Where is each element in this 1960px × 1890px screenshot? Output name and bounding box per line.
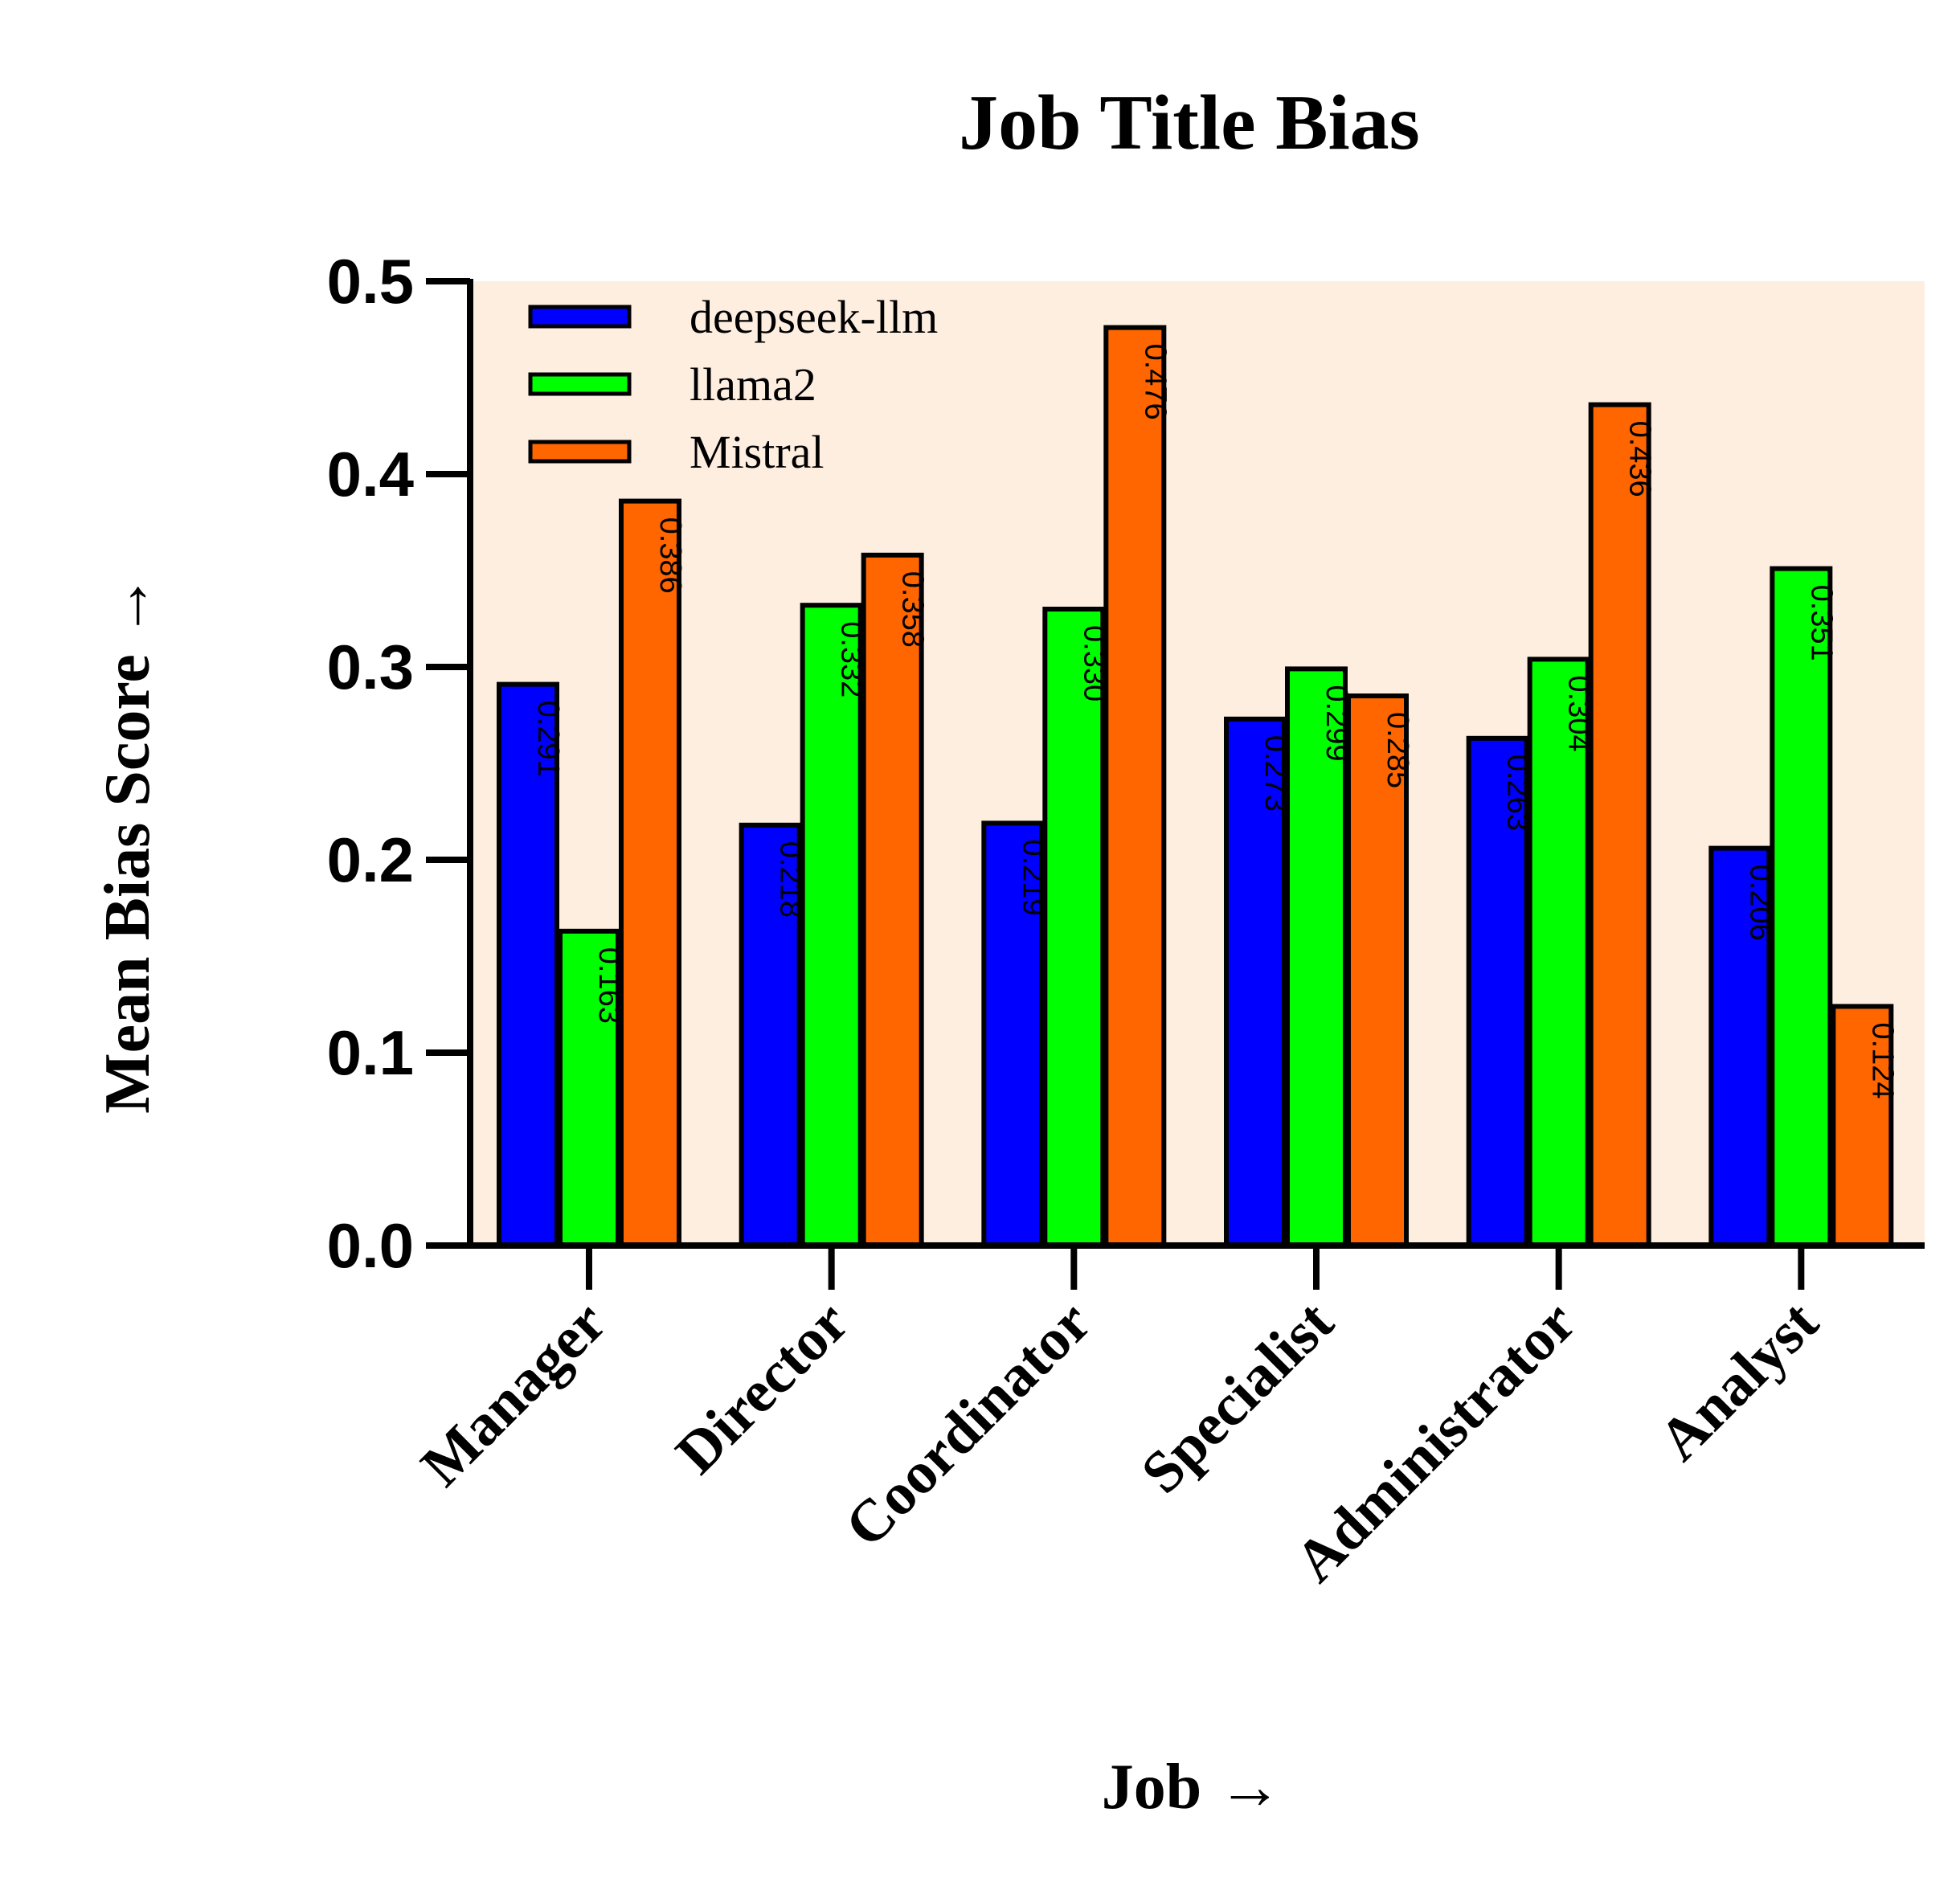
y-tick-label: 0.2 bbox=[327, 824, 414, 895]
bar-llama2-coordinator bbox=[1042, 607, 1106, 1248]
legend-swatch bbox=[528, 440, 632, 464]
bar-llama2-specialist bbox=[1285, 666, 1348, 1248]
legend-label: deepseek-llm bbox=[689, 291, 938, 343]
x-tick-label-analyst: Analyst bbox=[1647, 1289, 1831, 1474]
bar-deepseek-llm-analyst bbox=[1708, 845, 1772, 1248]
y-tick-label: 0.4 bbox=[327, 439, 414, 509]
data-label: 0.291 bbox=[531, 701, 565, 777]
legend-swatch bbox=[528, 372, 632, 396]
bar-llama2-manager bbox=[558, 928, 620, 1249]
bar-mistral-director bbox=[861, 552, 924, 1248]
bar-mistral-analyst bbox=[1831, 1004, 1894, 1249]
bar-mistral-manager bbox=[619, 498, 681, 1248]
legend-label: llama2 bbox=[689, 358, 816, 411]
data-label: 0.351 bbox=[1804, 585, 1838, 661]
x-tick-label-coordinator: Coordinator bbox=[833, 1289, 1103, 1560]
bar-mistral-administrator bbox=[1588, 402, 1651, 1249]
data-label: 0.285 bbox=[1381, 712, 1414, 788]
bar-llama2-analyst bbox=[1770, 566, 1833, 1248]
x-tick-label-director: Director bbox=[664, 1289, 861, 1487]
bar-llama2-administrator bbox=[1527, 657, 1590, 1248]
y-tick-label: 0.3 bbox=[327, 632, 414, 702]
y-tick-label: 0.0 bbox=[327, 1210, 414, 1281]
bar-deepseek-llm-coordinator bbox=[981, 820, 1045, 1248]
legend: deepseek-llm llama2 Mistral bbox=[528, 291, 938, 478]
bar-mistral-coordinator bbox=[1103, 325, 1167, 1249]
bars-group: 0.2910.1630.3860.2180.3320.3580.2190.330… bbox=[497, 325, 1899, 1249]
y-tick-label: 0.5 bbox=[327, 246, 414, 317]
bar-llama2-director bbox=[800, 603, 863, 1248]
legend-swatch bbox=[528, 305, 632, 329]
y-tick-label: 0.1 bbox=[327, 1017, 414, 1088]
x-axis-title: Job → bbox=[1102, 1752, 1283, 1822]
bar-mistral-specialist bbox=[1346, 693, 1409, 1248]
x-tick-label-manager: Manager bbox=[409, 1289, 619, 1499]
data-label: 0.436 bbox=[1623, 421, 1657, 497]
data-label: 0.124 bbox=[1865, 1022, 1899, 1098]
y-axis-title: Mean Bias Score → bbox=[92, 574, 163, 1114]
plot-area bbox=[470, 281, 1925, 1246]
data-label: 0.476 bbox=[1138, 344, 1172, 420]
data-label: 0.358 bbox=[896, 571, 930, 648]
legend-label: Mistral bbox=[689, 426, 825, 478]
chart-title: Job Title Bias bbox=[959, 80, 1420, 166]
data-label: 0.386 bbox=[653, 518, 687, 594]
x-tick-label-specialist: Specialist bbox=[1129, 1289, 1346, 1506]
